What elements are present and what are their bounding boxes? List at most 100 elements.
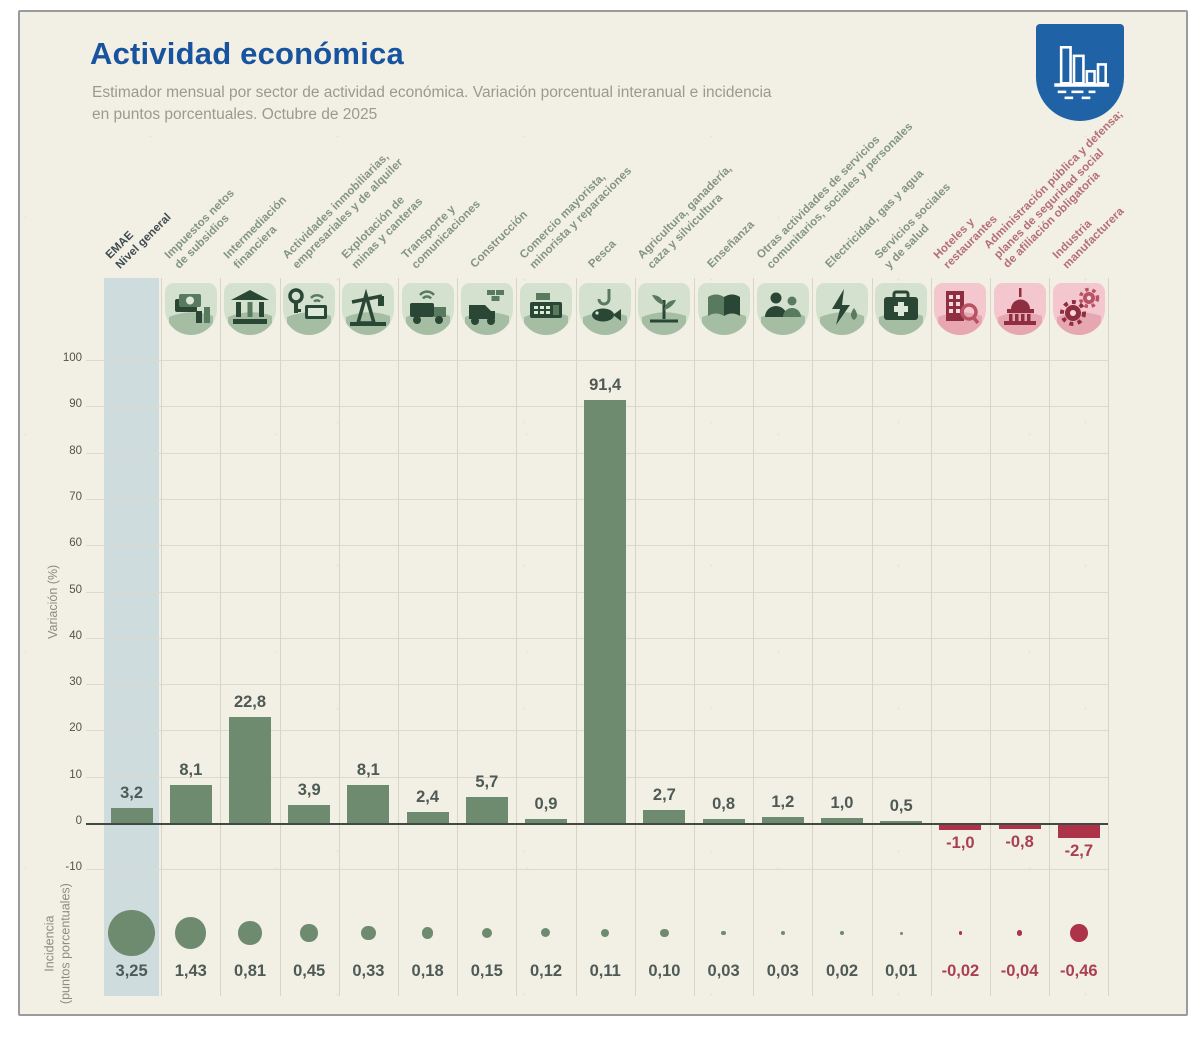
utilities-icon — [816, 283, 868, 335]
column-separator — [1108, 278, 1110, 996]
bar-value-label: 2,4 — [416, 787, 440, 806]
community-services-icon — [756, 283, 809, 335]
incidence-value-label: 0,03 — [707, 962, 740, 980]
bar-value-label: 0,5 — [889, 796, 913, 815]
transport-icon — [401, 283, 454, 335]
fishing-icon — [579, 283, 632, 335]
incidence-circle-intermediacion-financiera — [238, 921, 262, 945]
infographic-card: Actividad económica Estimador mensual po… — [18, 10, 1188, 1016]
incidence-value-label: 0,81 — [233, 962, 267, 980]
bar-value-label: -0,8 — [1005, 832, 1034, 851]
emae-highlight-band — [104, 278, 160, 996]
bar-servicios-sociales-y-de-salud — [880, 820, 923, 823]
bar-explotacion-de-minas-y-canteras — [347, 785, 390, 823]
y-axis-tick-label: 70 — [69, 490, 82, 503]
incidence-value-label: -0,46 — [1059, 962, 1098, 980]
subtitle-line-1: Estimador mensual por sector de activida… — [92, 84, 772, 101]
incidence-circle-explotacion-de-minas-y-canteras — [360, 925, 376, 941]
bar-value-label: 22,8 — [233, 693, 267, 712]
bar-value-label: 0,8 — [712, 795, 736, 814]
bar-actividades-inmobiliarias — [288, 804, 331, 823]
bar-value-label: 8,1 — [179, 761, 203, 780]
incidence-circle-otras-actividades-de-servicios — [780, 930, 786, 936]
bar-administracion-publica-y-defensa — [998, 825, 1041, 829]
bar-construccion — [465, 796, 508, 823]
incidence-value-label: 0,11 — [589, 962, 621, 980]
bar-value-label: 91,4 — [589, 375, 622, 394]
y-axis-tick-label: 60 — [69, 537, 82, 550]
bar-industria-manufacturera — [1057, 825, 1100, 838]
y-axis-tick-label: 100 — [62, 352, 82, 364]
column-separator — [161, 278, 163, 996]
page-title: Actividad económica — [90, 36, 404, 71]
y-axis-tick-label: 20 — [69, 722, 82, 735]
column-separator — [694, 278, 695, 996]
column-separator — [990, 278, 991, 996]
column-separator — [398, 278, 399, 996]
bar-otras-actividades-de-servicios — [761, 817, 804, 823]
incidence-circle-construccion — [481, 927, 492, 939]
hotel-icon — [934, 283, 987, 335]
bar-pesca — [584, 399, 627, 823]
education-icon — [697, 283, 750, 335]
industry-icon — [1052, 283, 1105, 335]
bar-value-label: 2,7 — [652, 786, 676, 805]
bar-value-label: 3,9 — [297, 780, 321, 799]
column-separator — [457, 278, 459, 996]
sector-label-construccion: Construcción — [468, 209, 530, 271]
y-axis-tick-label: 80 — [69, 444, 82, 457]
incidence-circle-transporte-y-comunicaciones — [422, 927, 434, 939]
bar-chart-badge-icon — [1036, 24, 1124, 121]
y-axis-tick-label: -10 — [65, 861, 82, 874]
bar-value-label: 3,2 — [120, 784, 144, 803]
y-axis-tick-label: 0 — [75, 815, 82, 827]
incidence-value-label: 0,10 — [648, 962, 681, 980]
column-separator — [516, 278, 518, 996]
incidence-circle-industria-manufacturera — [1069, 924, 1088, 942]
incidence-value-label: 3,25 — [115, 962, 148, 980]
column-separator — [634, 278, 636, 996]
bank-icon — [224, 283, 276, 335]
bar-agricultura-ganaderia — [643, 810, 686, 823]
column-separator — [220, 278, 222, 996]
incidence-circle-actividades-inmobiliarias — [300, 924, 318, 942]
y-axis-tick-label: 40 — [69, 629, 82, 642]
sector-label-comercio-mayorista-minorista: Comercio mayorista, minorista y reparaci… — [517, 164, 634, 271]
incidence-circle-hoteles-y-restaurantes — [958, 931, 963, 935]
grid-line — [86, 869, 1108, 871]
bar-ensenanza — [702, 819, 745, 823]
y-axis-tick-label: 10 — [69, 768, 82, 781]
column-separator — [575, 278, 577, 996]
incidence-circle-pesca — [600, 928, 610, 938]
incidence-circle-servicios-sociales-y-de-salud — [899, 931, 903, 935]
bar-value-label: 0,9 — [534, 794, 558, 813]
construction-icon — [460, 283, 513, 335]
bar-value-label: 1,2 — [771, 793, 795, 812]
bar-value-label: 1,0 — [830, 794, 854, 813]
incidence-value-label: -0,04 — [1000, 962, 1039, 980]
y-axis-tick-label: 90 — [69, 398, 82, 411]
bar-impuestos-netos-de-subsidios — [169, 785, 212, 823]
bar-intermediacion-financiera — [229, 717, 271, 823]
bar-electricidad-gas-y-agua — [821, 818, 863, 823]
health-icon — [875, 283, 928, 335]
incidence-circle-emae-nivel-general — [108, 909, 156, 957]
sector-label-pesca: Pesca — [586, 238, 619, 271]
y-axis-tick-label: 30 — [69, 676, 82, 689]
incidence-value-label: 0,01 — [885, 962, 918, 980]
incidence-circle-agricultura-ganaderia — [660, 928, 669, 938]
bar-hoteles-y-restaurantes — [939, 825, 982, 830]
incidence-value-label: 0,45 — [293, 962, 326, 980]
column-separator — [338, 278, 340, 996]
column-separator — [279, 278, 281, 996]
sector-label-ensenanza: Enseñanza — [705, 219, 757, 271]
incidence-circle-administracion-publica-y-defensa — [1017, 930, 1023, 936]
bar-transporte-y-comunicaciones — [406, 811, 449, 823]
incidence-circle-impuestos-netos-de-subsidios — [175, 917, 207, 949]
x-axis-baseline — [86, 823, 1108, 825]
incidence-value-label: 0,12 — [529, 962, 563, 980]
incidence-value-label: 1,43 — [174, 962, 207, 980]
column-separator — [871, 278, 873, 996]
y-axis-tick-label: 50 — [69, 583, 82, 596]
